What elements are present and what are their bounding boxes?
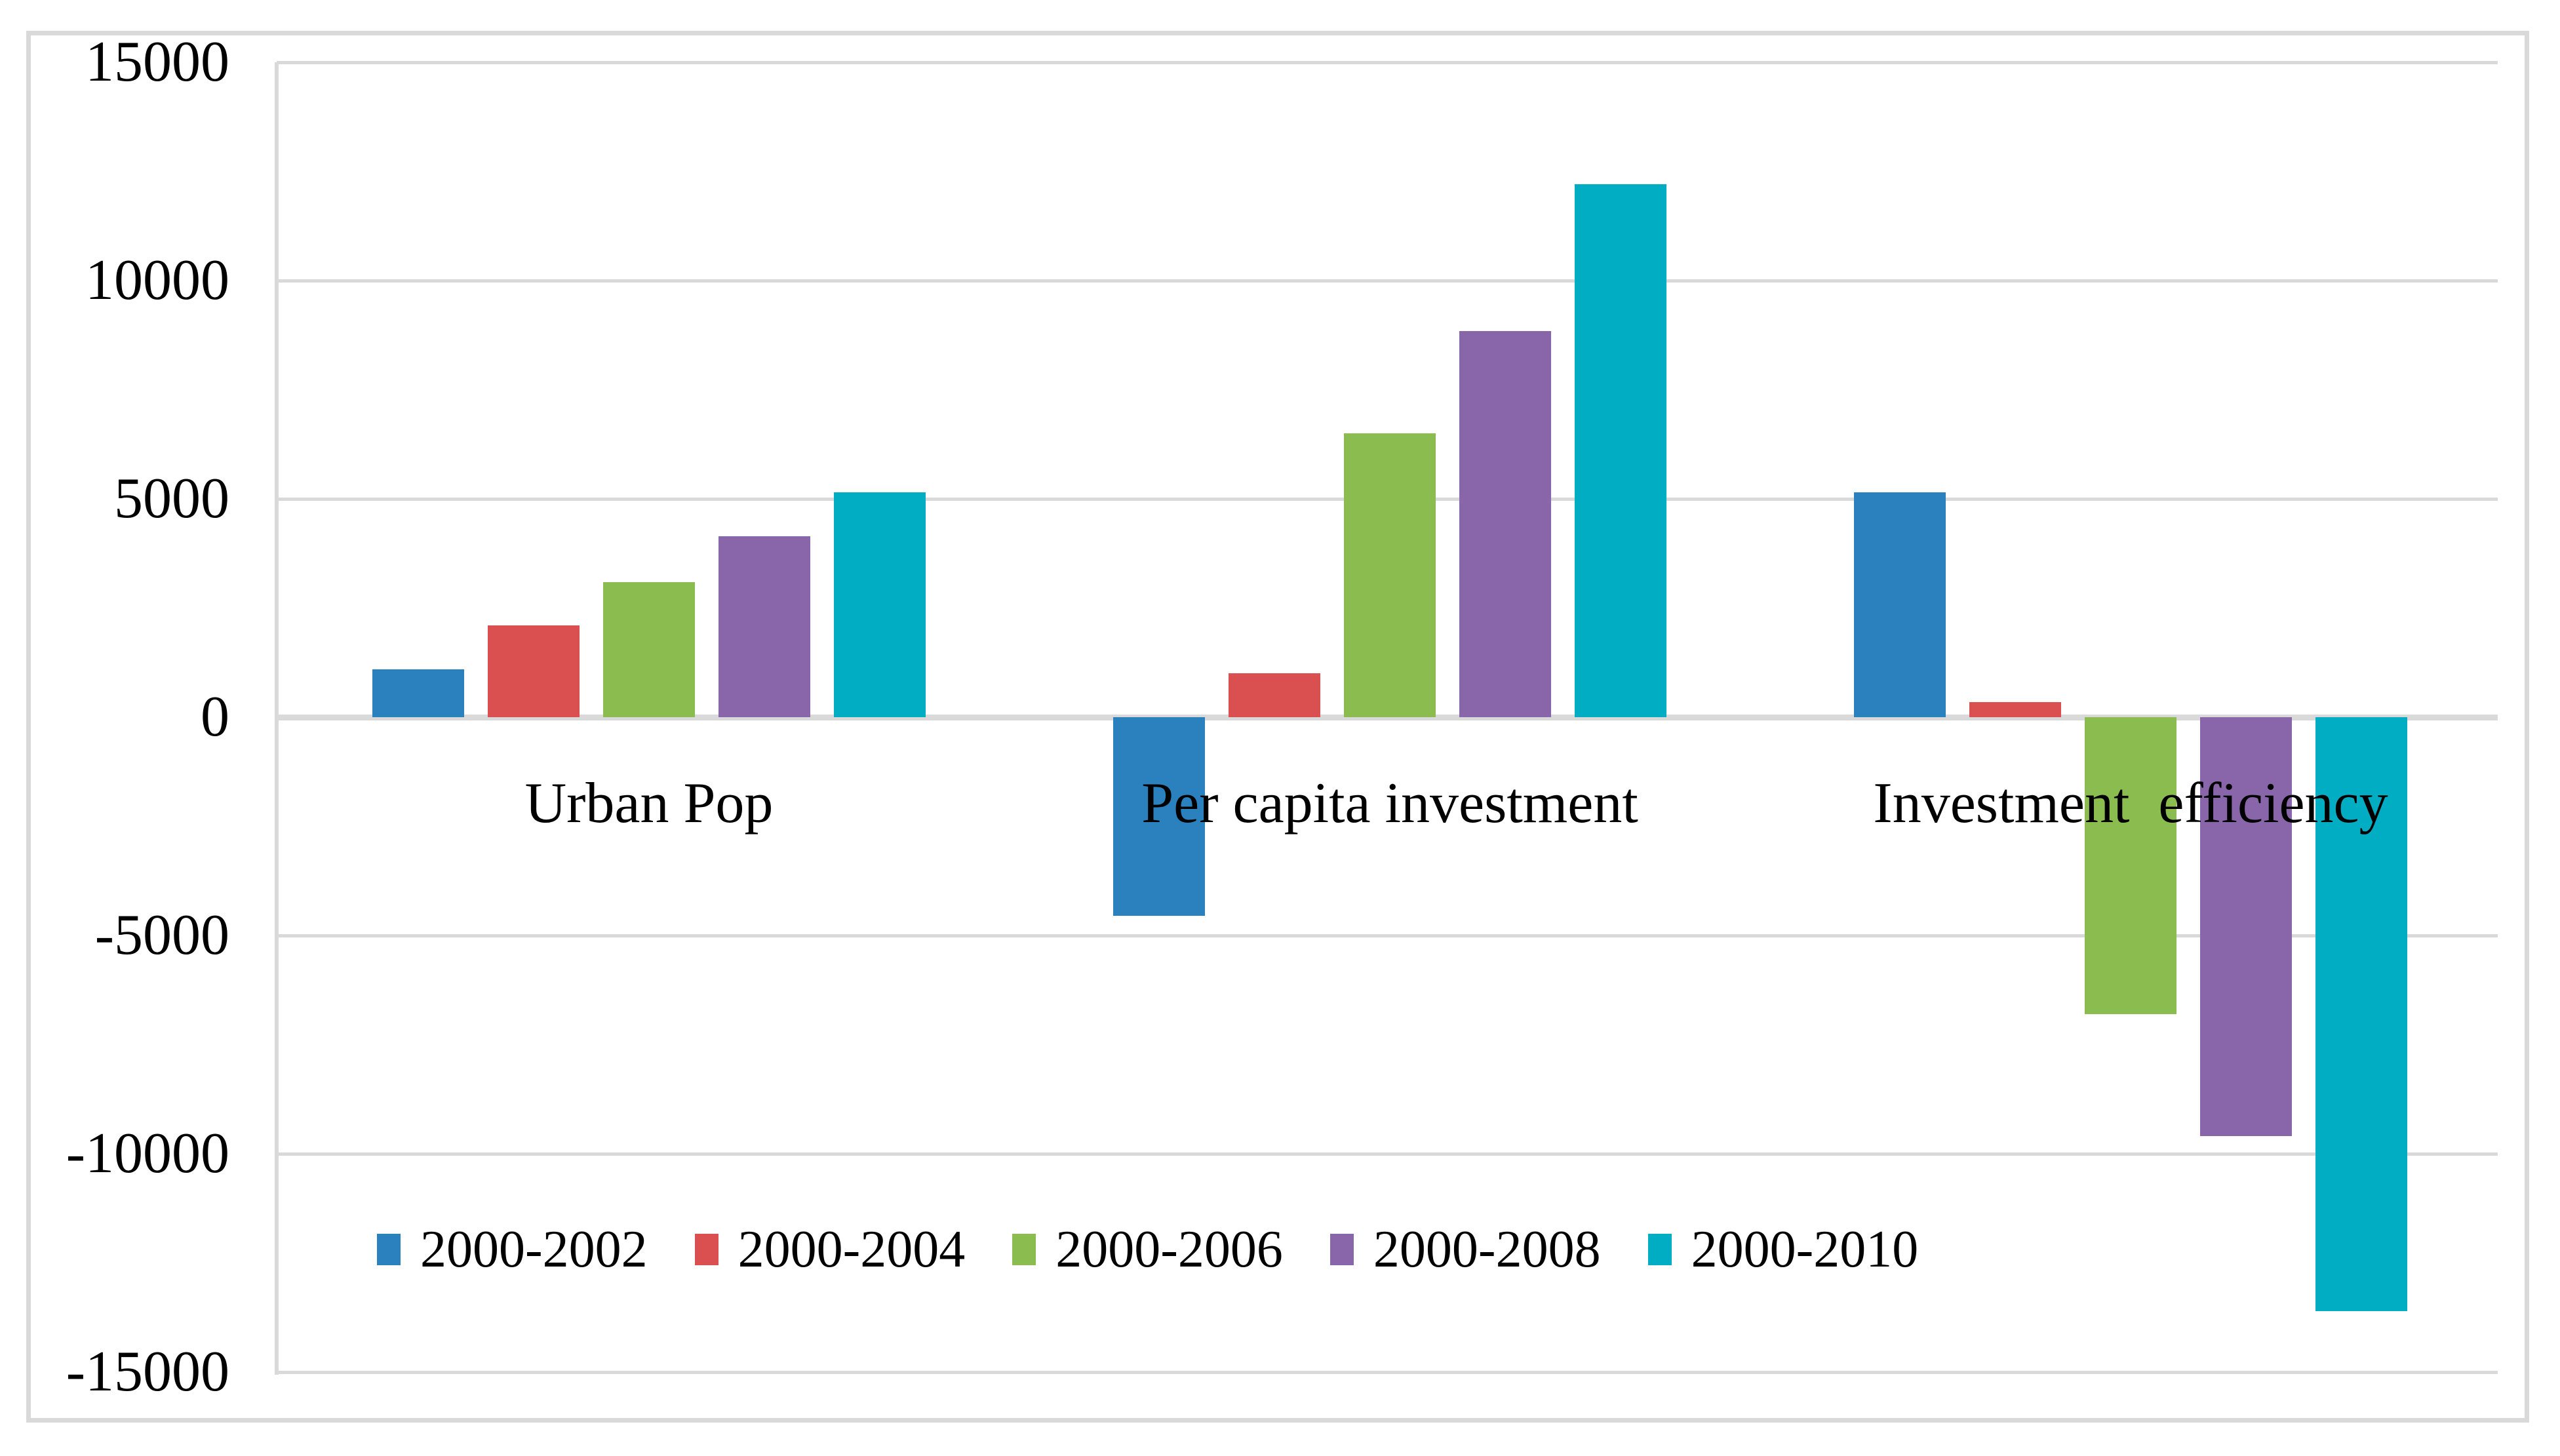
bar-2000-2002-urban-pop bbox=[372, 669, 464, 717]
category-label: Urban Pop bbox=[524, 772, 774, 835]
bar-2000-2008-investment-efficiency bbox=[2200, 717, 2292, 1137]
y-tick-label: -10000 bbox=[66, 1122, 229, 1185]
bar-2000-2010-per-capita-investment bbox=[1575, 184, 1666, 717]
bar-2000-2010-urban-pop bbox=[834, 492, 926, 717]
bar-2000-2006-urban-pop bbox=[603, 581, 695, 717]
gridline bbox=[277, 1152, 2498, 1156]
bar-2000-2008-per-capita-investment bbox=[1459, 330, 1551, 717]
y-tick-label: -15000 bbox=[66, 1340, 229, 1404]
legend-item: 2000-2010 bbox=[1647, 1221, 1919, 1278]
legend-label: 2000-2010 bbox=[1691, 1221, 1919, 1278]
y-tick-label: -5000 bbox=[94, 903, 229, 967]
bar-2000-2004-per-capita-investment bbox=[1229, 673, 1320, 717]
legend-item: 2000-2006 bbox=[1012, 1221, 1283, 1278]
gridline bbox=[277, 279, 2498, 283]
legend-swatch-icon bbox=[694, 1234, 719, 1265]
y-tick-label: 5000 bbox=[114, 467, 229, 530]
legend-item: 2000-2002 bbox=[377, 1221, 648, 1278]
y-tick-label: 10000 bbox=[85, 248, 229, 312]
legend-swatch-icon bbox=[1647, 1234, 1672, 1265]
bar-2000-2004-investment-efficiency bbox=[1969, 701, 2061, 717]
legend-item: 2000-2008 bbox=[1329, 1221, 1601, 1278]
y-axis-line bbox=[275, 62, 279, 1375]
bar-2000-2002-per-capita-investment bbox=[1113, 717, 1205, 916]
legend-item: 2000-2004 bbox=[694, 1221, 966, 1278]
category-label: Per capita investment bbox=[1141, 772, 1638, 835]
legend-label: 2000-2006 bbox=[1055, 1221, 1283, 1278]
bar-2000-2010-investment-efficiency bbox=[2315, 717, 2407, 1311]
legend-swatch-icon bbox=[377, 1234, 401, 1265]
legend-label: 2000-2004 bbox=[738, 1221, 966, 1278]
gridline bbox=[277, 934, 2498, 937]
y-tick-label: 15000 bbox=[85, 30, 229, 94]
gridline bbox=[277, 61, 2498, 64]
legend-label: 2000-2008 bbox=[1373, 1221, 1601, 1278]
y-tick-label: 0 bbox=[201, 685, 229, 749]
gridline bbox=[277, 1371, 2498, 1374]
legend-swatch-icon bbox=[1329, 1234, 1354, 1265]
bar-2000-2006-investment-efficiency bbox=[2085, 717, 2176, 1014]
zero-gridline bbox=[277, 715, 2498, 720]
chart-legend: 2000-2002 2000-2004 2000-2006 2000-2008 … bbox=[377, 1221, 1919, 1278]
bar-2000-2006-per-capita-investment bbox=[1344, 433, 1436, 717]
category-label: Investment efficiency bbox=[1873, 772, 2388, 835]
bar-2000-2004-urban-pop bbox=[488, 625, 580, 717]
bar-2000-2008-urban-pop bbox=[719, 536, 810, 717]
legend-label: 2000-2002 bbox=[420, 1221, 648, 1278]
bar-2000-2002-investment-efficiency bbox=[1854, 492, 1946, 717]
legend-swatch-icon bbox=[1012, 1234, 1036, 1265]
